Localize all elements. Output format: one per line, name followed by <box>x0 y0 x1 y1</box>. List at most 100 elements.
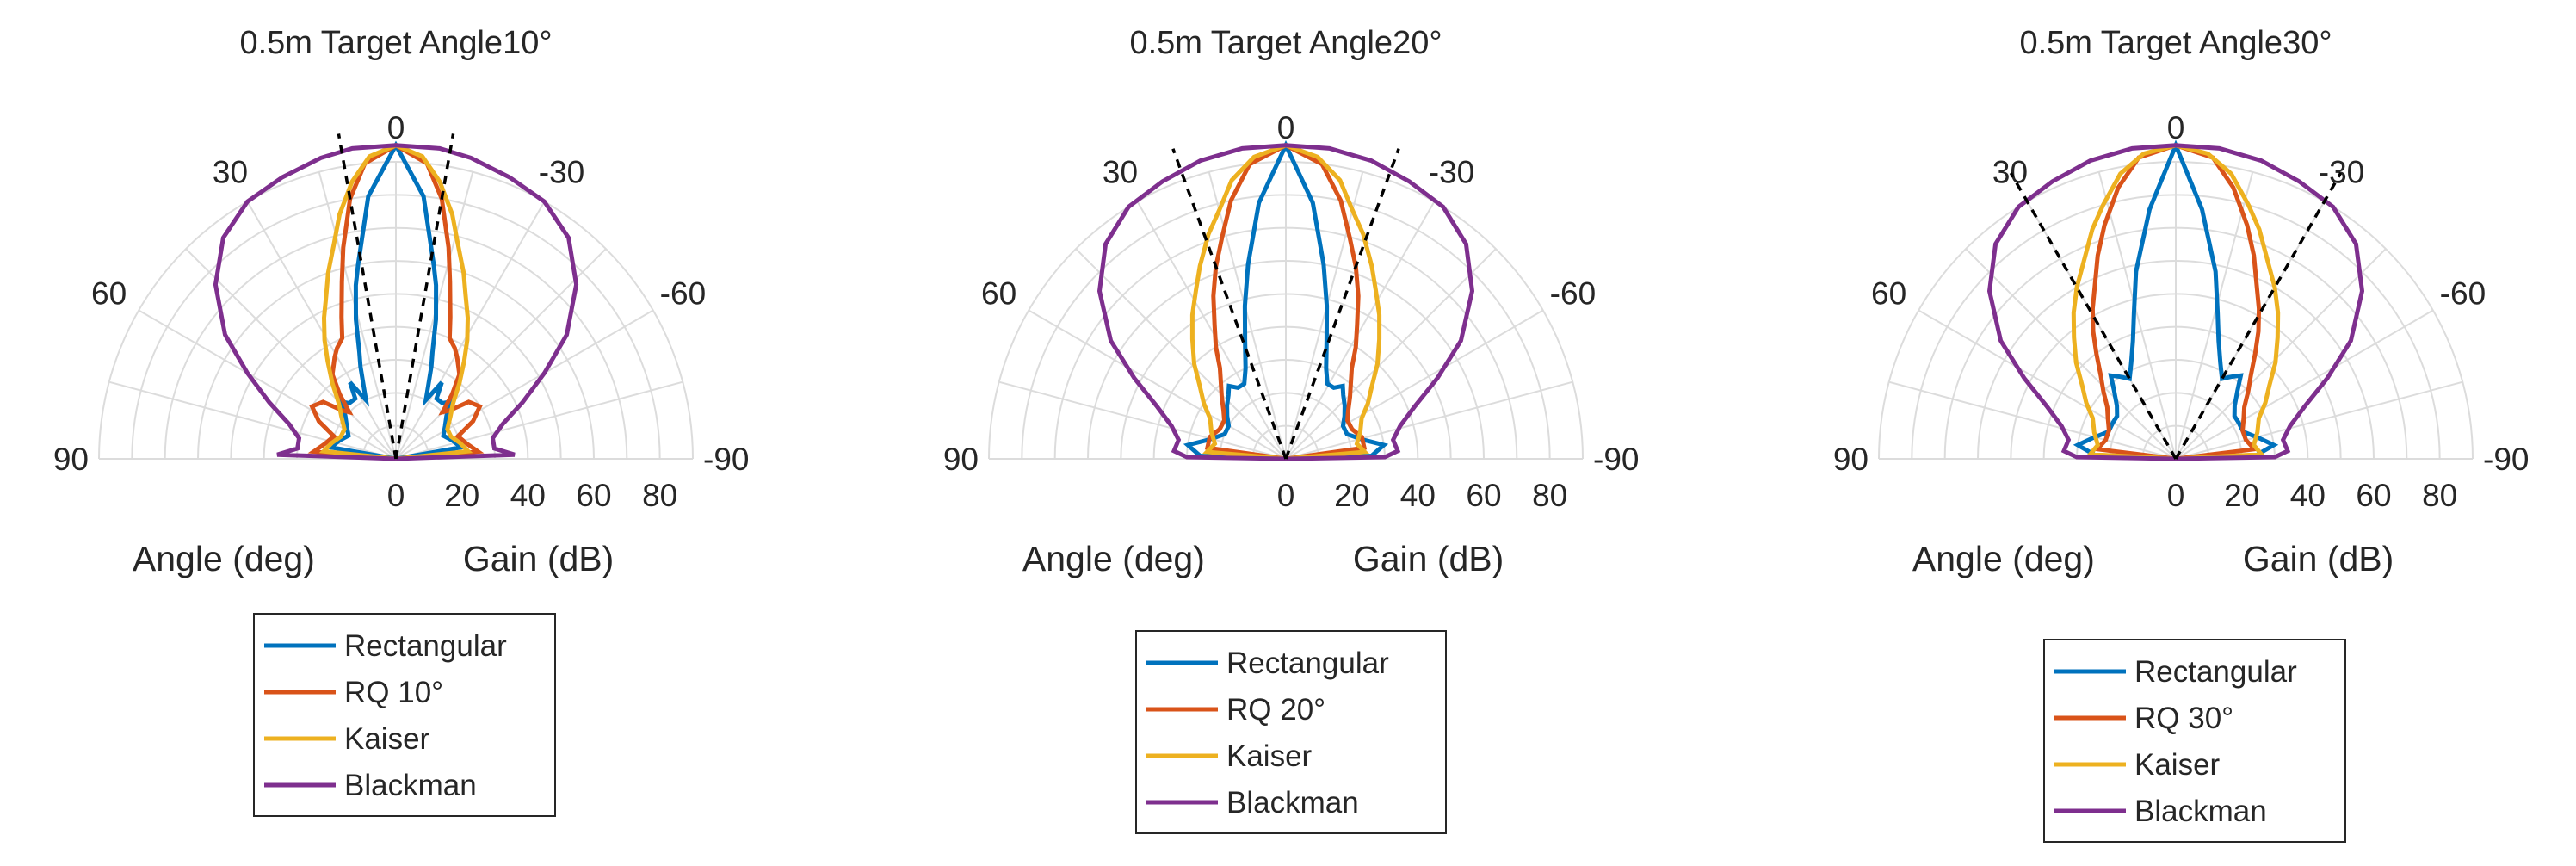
r-tick-label: 80 <box>1532 478 1567 513</box>
gain-axis-label: Gain (dB) <box>463 539 614 578</box>
theta-tick-label: 60 <box>91 276 127 312</box>
grid-spoke <box>246 201 397 460</box>
polar-grid <box>988 161 1584 460</box>
theta-tick-label: 30 <box>213 155 248 190</box>
theta-tick-label: 90 <box>1833 442 1869 477</box>
grid-spoke <box>1208 171 1287 460</box>
grid-spoke <box>1965 248 2177 460</box>
theta-tick-label: 0 <box>2167 110 2185 145</box>
grid-spoke <box>395 201 546 460</box>
r-tick-label: 80 <box>2422 478 2457 513</box>
legend-entry: Blackman <box>1226 786 1359 820</box>
target-angle-line <box>2009 172 2178 460</box>
legend-entry: RQ 20° <box>1226 693 1325 727</box>
target-angle-line <box>1284 148 1400 460</box>
r-tick-label: 0 <box>2167 478 2185 513</box>
legend-entry: Rectangular <box>344 629 507 663</box>
series-line-blackman <box>1096 143 1475 461</box>
r-tick-label: 40 <box>1400 478 1436 513</box>
r-tick-label: 60 <box>1466 478 1501 513</box>
theta-tick-label: -30 <box>539 155 584 190</box>
polar-grid <box>1878 161 2474 460</box>
angle-axis-label: Angle (deg) <box>1912 539 2095 578</box>
legend-entry: Kaiser <box>2134 748 2221 782</box>
grid-spoke <box>1285 171 1364 460</box>
legend-entry: Kaiser <box>344 722 430 756</box>
chart-title: 0.5m Target Angle30° <box>2019 25 2332 61</box>
r-tick-label: 60 <box>2356 478 2391 513</box>
grid-spoke <box>1285 309 1544 460</box>
grid-spoke <box>1028 309 1287 460</box>
grid-spoke <box>138 309 397 460</box>
chart-title: 0.5m Target Angle20° <box>1129 25 1442 61</box>
polar-grid <box>98 161 694 460</box>
grid-spoke <box>1918 309 2177 460</box>
series-line-blackman <box>1986 143 2365 461</box>
target-angle-line <box>337 133 398 460</box>
grid-spoke <box>2097 171 2177 460</box>
gain-axis-label: Gain (dB) <box>2243 539 2394 578</box>
target-angle-line <box>1171 148 1288 460</box>
target-angle-line <box>2174 172 2343 460</box>
legend: Rectangular RQ 30° Kaiser Blackman <box>2043 639 2346 843</box>
grid-spoke <box>395 248 607 460</box>
series-line-blackman <box>213 143 579 461</box>
polar-panel-1: 90 60 30 0 -30 -60 -90 0 20 40 60 80 Angle (deg) Gain… <box>53 25 749 817</box>
grid-spoke <box>395 309 654 460</box>
legend-entry: Blackman <box>344 769 477 802</box>
polar-panel-2: 90 60 30 0 -30 -60 -90 0 20 40 60 80 Angle (deg) Gain… <box>943 25 1639 834</box>
theta-tick-label: 90 <box>943 442 979 477</box>
legend: Rectangular RQ 10° Kaiser Blackman <box>253 613 556 817</box>
grid-spoke <box>998 380 1287 460</box>
r-tick-label: 20 <box>2224 478 2259 513</box>
grid-spoke <box>1285 380 1573 460</box>
theta-tick-label: 0 <box>387 110 405 145</box>
theta-tick-label: -90 <box>703 442 749 477</box>
grid-spoke <box>1136 201 1287 460</box>
theta-tick-label: -60 <box>660 276 706 312</box>
target-angle-line <box>394 133 455 460</box>
theta-tick-label: -90 <box>2483 442 2529 477</box>
legend-entry: Rectangular <box>1226 646 1389 680</box>
theta-tick-label: 30 <box>1992 155 2028 190</box>
grid-spoke <box>2175 248 2387 460</box>
legend-entry: Rectangular <box>2134 655 2297 689</box>
theta-tick-label: -90 <box>1593 442 1639 477</box>
grid-spoke <box>2175 171 2254 460</box>
grid-spoke <box>108 380 397 460</box>
r-tick-label: 40 <box>510 478 546 513</box>
grid-spoke <box>2175 380 2463 460</box>
grid-spoke <box>395 380 683 460</box>
theta-tick-label: -30 <box>2319 155 2364 190</box>
r-tick-label: 20 <box>1334 478 1369 513</box>
r-tick-label: 40 <box>2290 478 2326 513</box>
grid-spoke <box>1888 380 2177 460</box>
gain-axis-label: Gain (dB) <box>1353 539 1504 578</box>
r-tick-label: 60 <box>576 478 611 513</box>
theta-tick-label: 0 <box>1277 110 1295 145</box>
r-tick-label: 0 <box>387 478 405 513</box>
theta-tick-label: 60 <box>1871 276 1906 312</box>
theta-tick-label: 90 <box>53 442 89 477</box>
legend-entry: RQ 30° <box>2134 702 2233 735</box>
r-tick-label: 0 <box>1277 478 1295 513</box>
legend-entry: RQ 10° <box>344 676 443 709</box>
grid-spoke <box>185 248 397 460</box>
grid-spoke <box>1075 248 1287 460</box>
r-tick-label: 20 <box>444 478 479 513</box>
theta-tick-label: -60 <box>1550 276 1596 312</box>
legend-entry: Blackman <box>2134 795 2267 828</box>
r-tick-label: 80 <box>642 478 677 513</box>
angle-axis-label: Angle (deg) <box>1022 539 1205 578</box>
polar-panel-3: 90 60 30 0 -30 -60 -90 0 20 40 60 80 Angle (deg) Gain… <box>1833 25 2529 843</box>
grid-spoke <box>1285 248 1497 460</box>
angle-axis-label: Angle (deg) <box>133 539 315 578</box>
legend: Rectangular RQ 20° Kaiser Blackman <box>1135 630 1447 834</box>
grid-spoke <box>2175 309 2434 460</box>
theta-tick-label: -60 <box>2440 276 2486 312</box>
theta-tick-label: 60 <box>981 276 1016 312</box>
legend-entry: Kaiser <box>1226 739 1313 773</box>
chart-title: 0.5m Target Angle10° <box>239 25 552 61</box>
theta-tick-label: -30 <box>1429 155 1474 190</box>
